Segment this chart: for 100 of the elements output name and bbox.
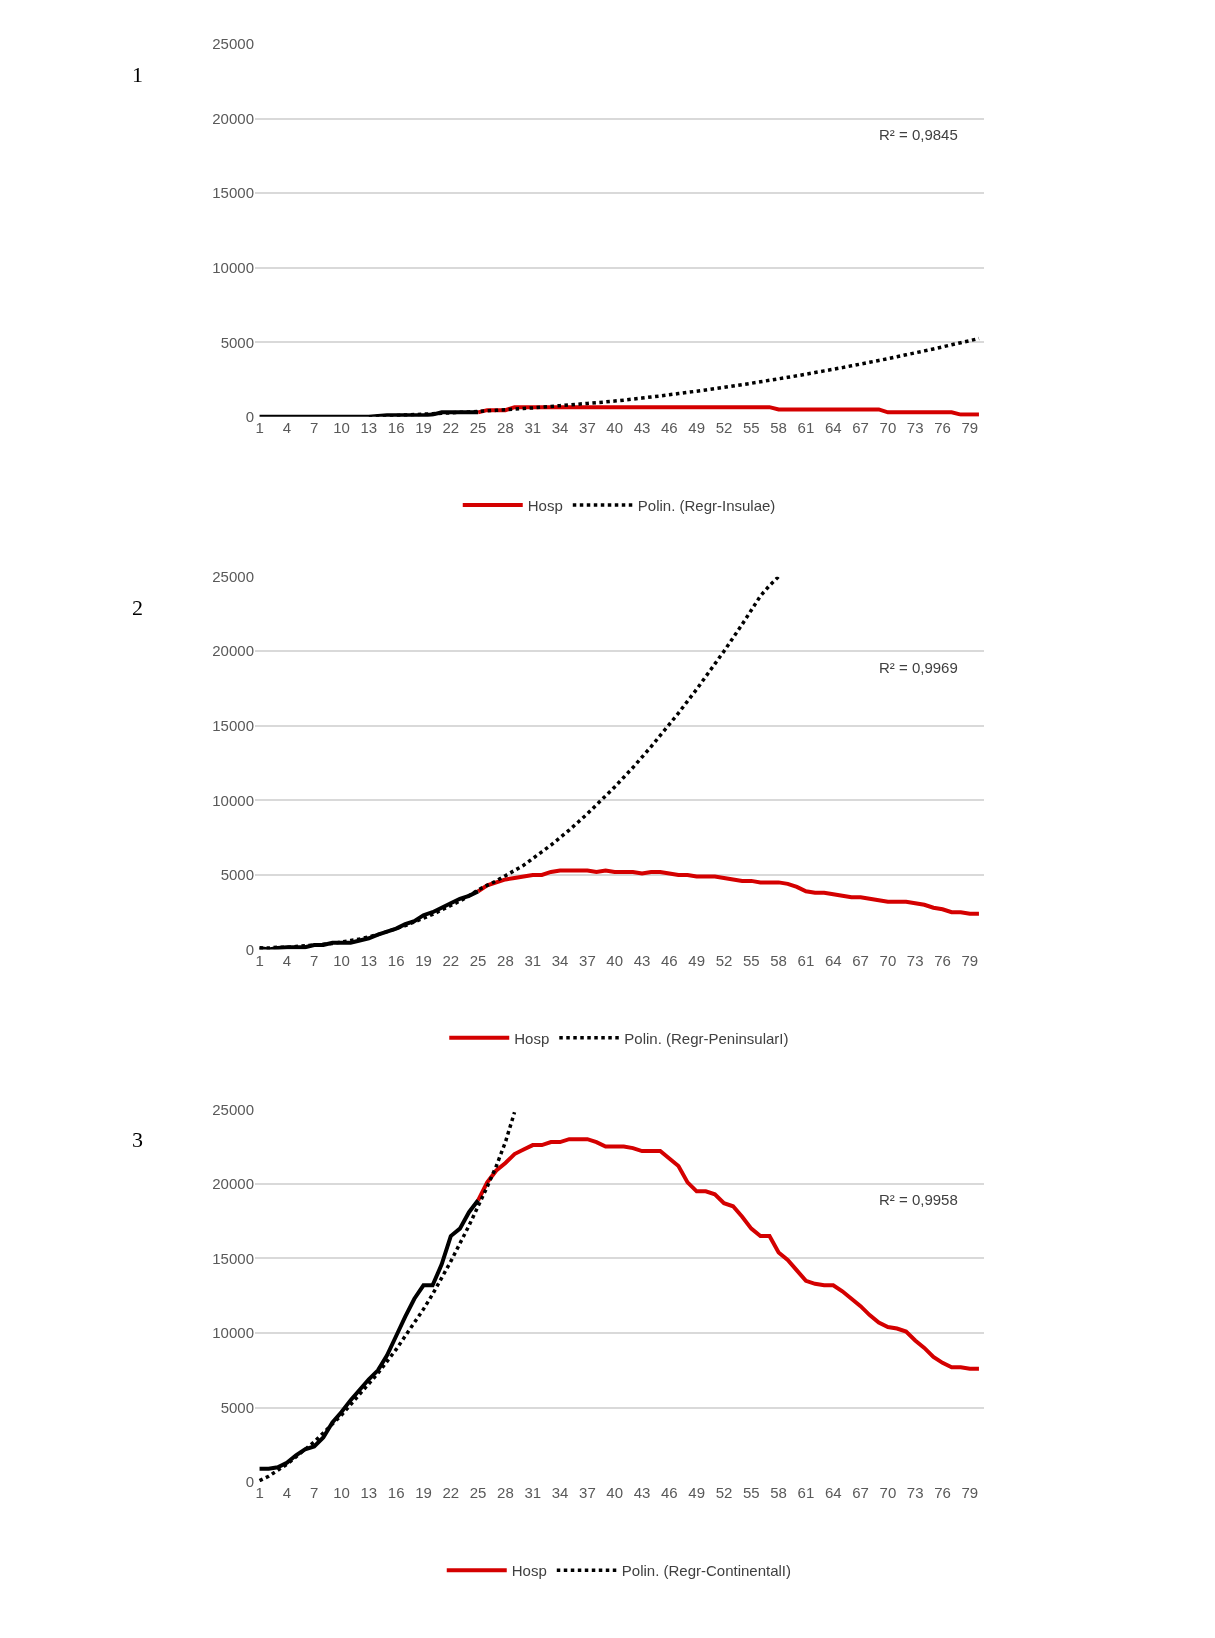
x-tick-label: 49: [688, 1484, 705, 1502]
x-tick-label: 10: [333, 418, 350, 436]
text: 2: [132, 595, 143, 620]
y-tick-label: 20000: [212, 109, 254, 127]
x-tick-label: 22: [442, 951, 460, 969]
x-tick-label: 61: [797, 951, 815, 969]
x-tick-label: 79: [961, 1484, 979, 1502]
x-tick-label: 73: [906, 418, 924, 436]
x-tick-label: 76: [934, 951, 951, 969]
x-tick-label: 70: [879, 1484, 897, 1502]
x-tick-label: 28: [497, 1484, 514, 1502]
x-tick-label: 16: [387, 951, 405, 969]
x-tick-label: 31: [524, 418, 542, 436]
y-tick-label: 25000: [212, 1100, 254, 1118]
x-tick-label: 61: [797, 418, 815, 436]
x-tick-label: 28: [497, 951, 514, 969]
annotation: R² = 0,9958: [879, 1191, 958, 1208]
x-tick-label: 19: [415, 418, 432, 436]
x-tick-label: 22: [442, 418, 460, 436]
x-tick-label: 70: [879, 951, 897, 969]
x-tick-label: 43: [633, 951, 651, 969]
x-tick-label: 49: [688, 418, 705, 436]
x-tick-label: 61: [797, 1484, 815, 1502]
text: 3: [132, 1127, 143, 1152]
y-tick-label: 20000: [212, 1175, 254, 1193]
x-tick-label: 55: [742, 418, 760, 436]
x-tick-label: 34: [551, 951, 569, 969]
x-tick-label: 79: [961, 951, 979, 969]
y-tick-label: 10000: [212, 258, 254, 276]
x-tick-label: 13: [360, 951, 378, 969]
x-tick-label: 64: [824, 951, 842, 969]
x-tick-label: 46: [660, 1484, 678, 1502]
x-tick-label: 52: [715, 418, 733, 436]
x-tick-label: 1: [255, 1484, 264, 1502]
x-tick-label: 37: [579, 951, 596, 969]
x-tick-label: 7: [310, 418, 319, 436]
x-tick-label: 34: [551, 418, 569, 436]
x-tick-label: 76: [934, 1484, 951, 1502]
x-tick-label: 43: [633, 418, 651, 436]
x-tick-label: 25: [469, 418, 487, 436]
y-tick-label: 0: [245, 1473, 254, 1491]
x-tick-label: 67: [852, 951, 869, 969]
y-tick-label: 15000: [212, 717, 254, 735]
line-series: [476, 1137, 981, 1371]
x-tick-label: 25: [469, 1484, 487, 1502]
x-tick-label: 25: [469, 951, 487, 969]
x-tick-label: 7: [310, 951, 319, 969]
x-tick-label: 4: [282, 1484, 292, 1502]
x-tick-label: 58: [770, 418, 787, 436]
legend-label: Polin. (Regr-PeninsularI): [624, 1029, 789, 1047]
x-tick-label: 1: [255, 951, 264, 969]
x-tick-label: 55: [742, 1484, 760, 1502]
x-tick-label: 10: [333, 1484, 350, 1502]
line-series: [257, 1110, 517, 1483]
x-tick-label: 46: [660, 951, 678, 969]
y-tick-label: 0: [245, 940, 254, 958]
x-tick-label: 58: [770, 951, 787, 969]
legend-label: Hosp: [511, 1562, 547, 1580]
y-tick-label: 5000: [220, 866, 254, 884]
legend-label: Polin. (Regr-Insulae): [637, 496, 776, 514]
y-tick-label: 15000: [212, 184, 254, 202]
x-tick-label: 16: [387, 1484, 405, 1502]
annotation: R² = 0,9969: [879, 659, 958, 676]
y-tick-label: 25000: [212, 35, 254, 53]
x-tick-label: 1: [255, 418, 264, 436]
x-tick-label: 52: [715, 1484, 733, 1502]
x-tick-label: 58: [770, 1484, 787, 1502]
y-tick-label: 25000: [212, 567, 254, 585]
x-tick-label: 34: [551, 1484, 569, 1502]
x-tick-label: 10: [333, 951, 350, 969]
x-tick-label: 22: [442, 1484, 460, 1502]
line-series: [476, 405, 981, 417]
x-tick-label: 19: [415, 1484, 432, 1502]
x-tick-label: 37: [579, 418, 596, 436]
x-tick-label: 37: [579, 1484, 596, 1502]
x-tick-label: 52: [715, 951, 733, 969]
y-tick-label: 5000: [220, 1398, 254, 1416]
y-tick-label: 15000: [212, 1249, 254, 1267]
y-tick-label: 0: [245, 408, 254, 426]
x-tick-label: 16: [387, 418, 405, 436]
x-tick-label: 31: [524, 951, 542, 969]
x-tick-label: 67: [852, 418, 869, 436]
x-tick-label: 46: [660, 418, 678, 436]
x-tick-label: 70: [879, 418, 897, 436]
y-tick-label: 20000: [212, 642, 254, 660]
annotation: R² = 0,9845: [879, 126, 958, 143]
x-tick-label: 40: [606, 418, 624, 436]
y-tick-label: 5000: [220, 333, 254, 351]
y-tick-label: 10000: [212, 791, 254, 809]
legend-label: Polin. (Regr-ContinentalI): [621, 1562, 792, 1580]
x-tick-label: 55: [742, 951, 760, 969]
legend-label: Hosp: [527, 496, 563, 514]
x-tick-label: 40: [606, 1484, 624, 1502]
x-tick-label: 4: [282, 418, 292, 436]
x-tick-label: 67: [852, 1484, 869, 1502]
text: 1: [132, 62, 143, 87]
x-tick-label: 19: [415, 951, 432, 969]
x-tick-label: 73: [906, 1484, 924, 1502]
x-tick-label: 64: [824, 1484, 842, 1502]
x-tick-label: 7: [310, 1484, 319, 1502]
